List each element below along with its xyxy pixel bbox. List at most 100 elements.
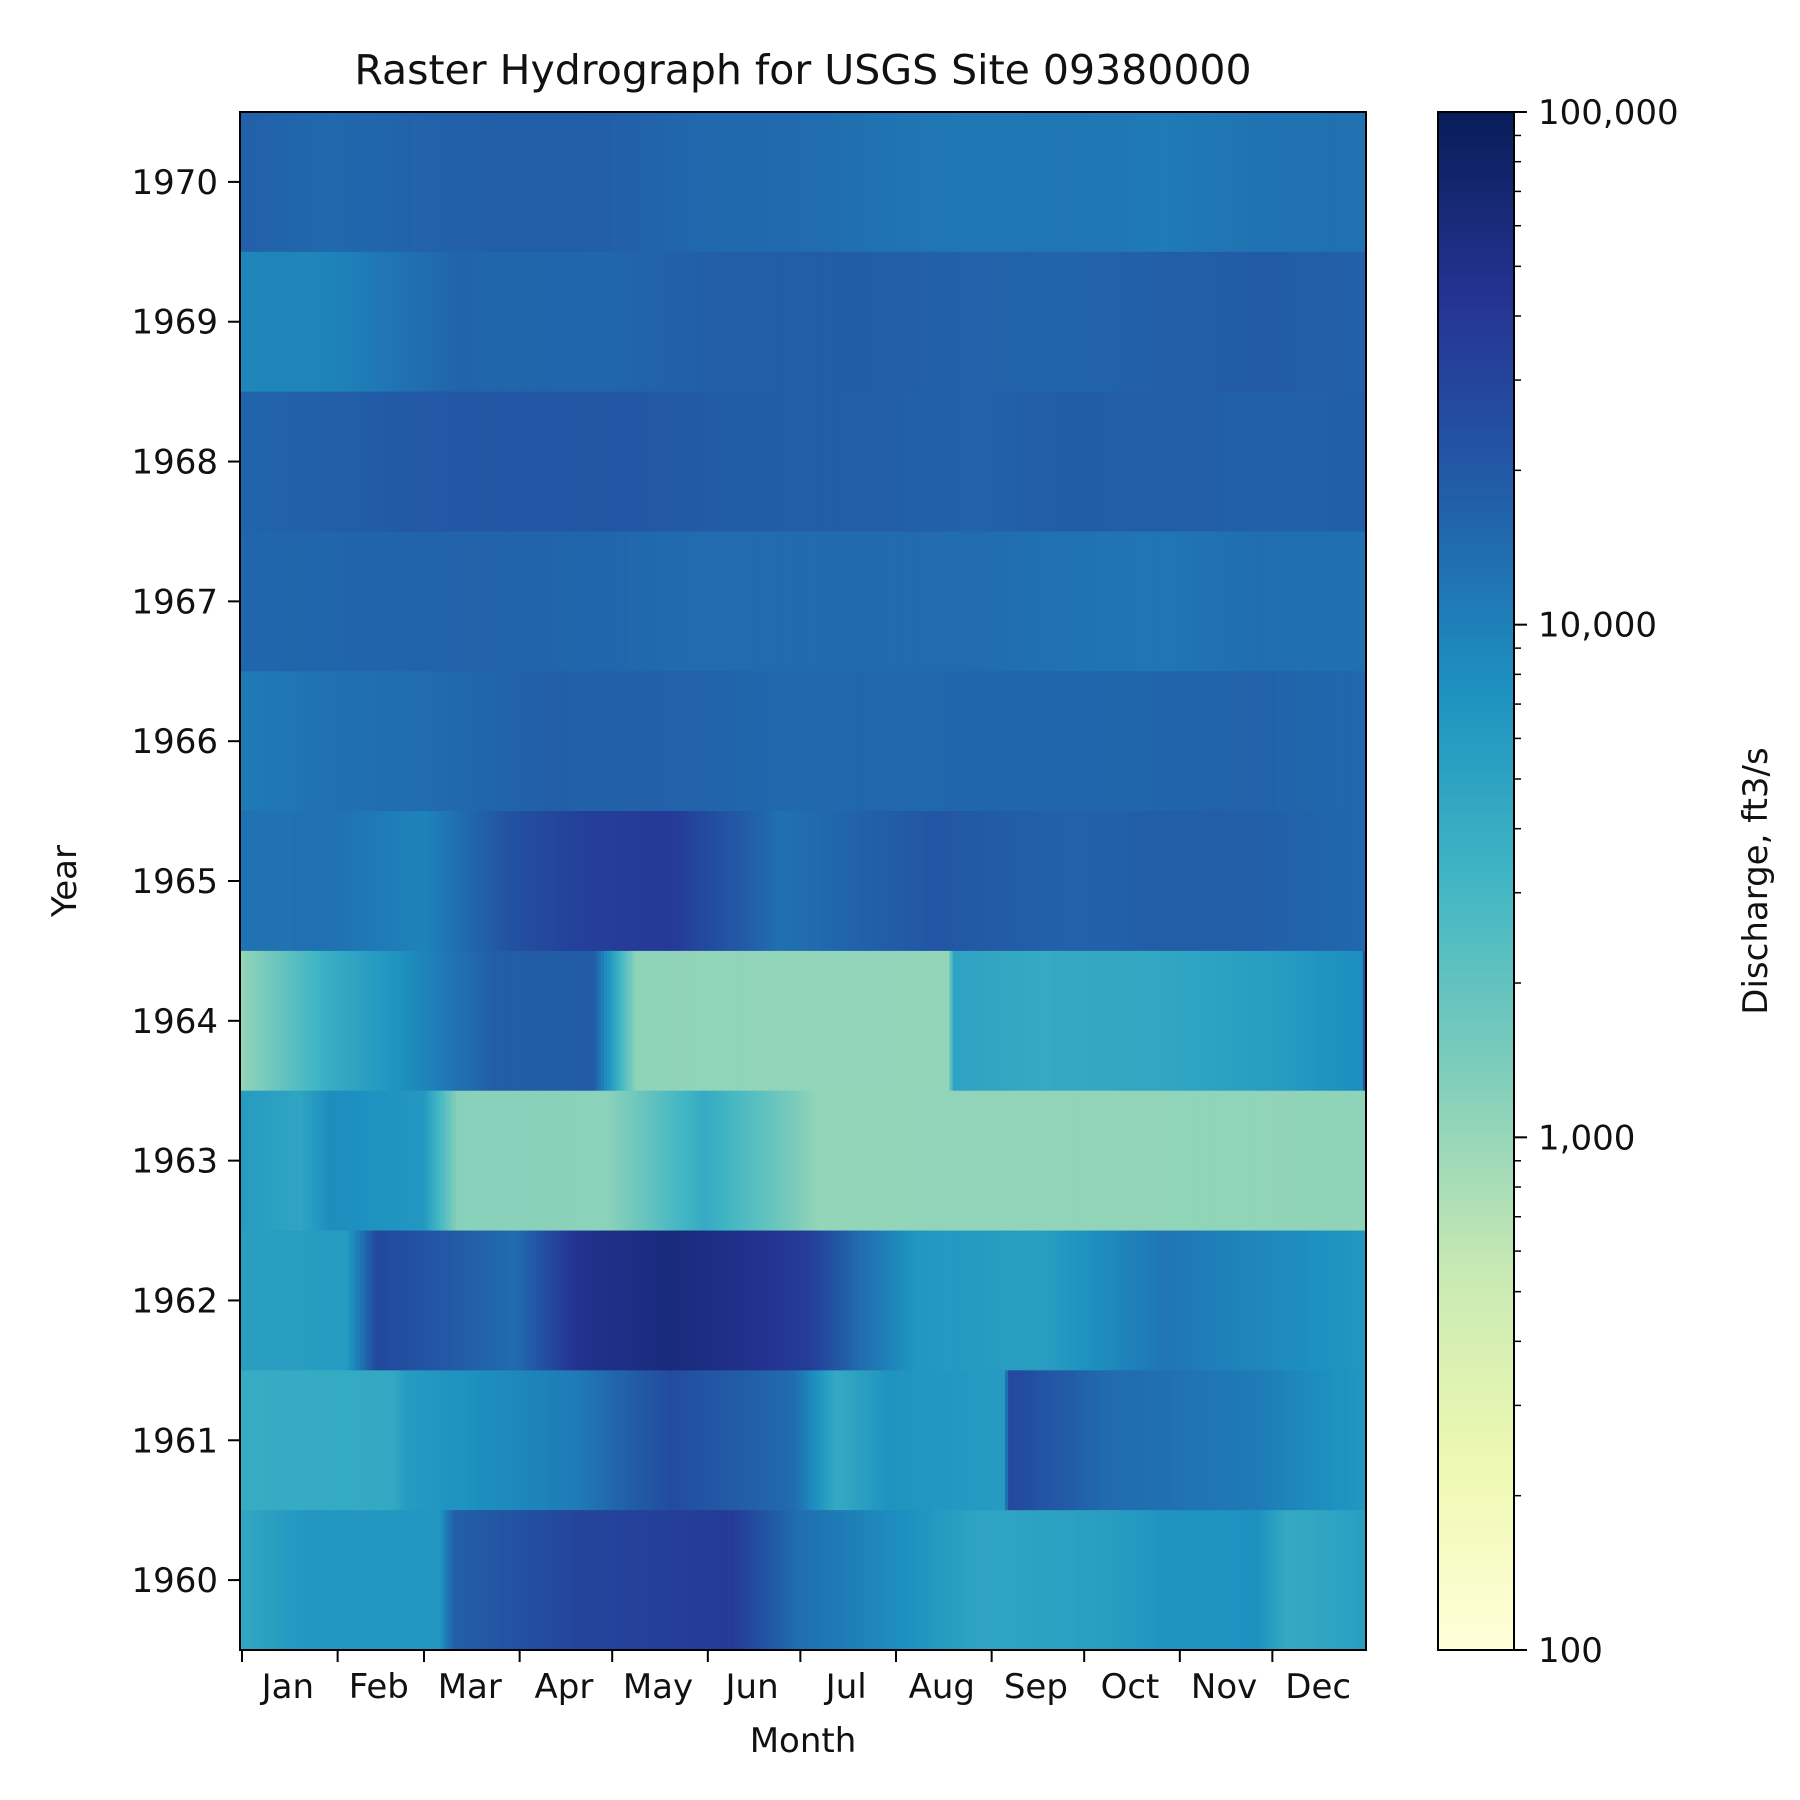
heatmap-cell [1103,1510,1108,1651]
heatmap-cell [1236,112,1241,253]
heatmap-cell [940,531,945,672]
heatmap-cell [773,391,778,533]
heatmap-cell [1128,251,1133,393]
heatmap-cell [375,1510,380,1651]
heatmap-cell [1113,112,1117,253]
heatmap-cell [937,391,941,533]
heatmap-cell [847,1230,852,1371]
heatmap-cell [1328,531,1333,672]
heatmap-cell [631,1370,636,1511]
heatmap-cell [1069,950,1074,1092]
heatmap-cell [637,811,642,952]
heatmap-cell [971,391,975,533]
heatmap-cell [1362,531,1367,672]
heatmap-cell [335,1510,340,1651]
heatmap-cell [622,811,627,952]
heatmap-cell [974,950,978,1092]
heatmap-cell [1217,112,1222,253]
heatmap-cell [1026,950,1031,1092]
heatmap-cell [1227,1230,1231,1371]
heatmap-cell [662,950,667,1092]
heatmap-cell [1159,1370,1164,1511]
heatmap-cell [1039,811,1043,952]
heatmap-cell [1079,1090,1083,1232]
heatmap-cell [1258,1510,1262,1651]
heatmap-cell [443,671,448,812]
heatmap-cell [792,1090,796,1232]
heatmap-cell [1224,1510,1228,1651]
heatmap-cell [246,950,250,1092]
heatmap-cell [1214,1370,1219,1511]
heatmap-cell [422,1090,426,1232]
heatmap-cell [711,1230,716,1371]
heatmap-cell [471,1090,476,1232]
heatmap-cell [807,1370,812,1511]
heatmap-cell [900,1230,904,1371]
heatmap-cell [1325,391,1330,533]
heatmap-cell [560,391,565,533]
heatmap-cell [1035,1370,1040,1511]
heatmap-cell [431,811,436,952]
heatmap-cell [1208,671,1213,812]
heatmap-cell [1116,112,1120,253]
heatmap-cell [267,811,272,952]
heatmap-cell [536,251,540,393]
heatmap-cell [1106,671,1111,812]
heatmap-cell [600,1230,605,1371]
heatmap-cell [1196,811,1201,952]
heatmap-cell [258,1370,263,1511]
heatmap-cell [320,671,324,812]
heatmap-cell [1335,1230,1339,1371]
heatmap-cell [958,1230,963,1371]
heatmap-cell [1020,1090,1025,1232]
heatmap-cell [576,671,581,812]
heatmap-cell [727,1370,732,1511]
heatmap-cell [977,251,982,393]
heatmap-cell [678,1090,682,1232]
heatmap-cell [391,112,395,253]
heatmap-cell [980,1510,985,1651]
heatmap-cell [786,1370,790,1511]
heatmap-cell [1307,950,1312,1092]
heatmap-cell [514,1510,519,1651]
heatmap-cell [1313,950,1318,1092]
heatmap-cell [637,391,642,533]
heatmap-cell [921,112,926,253]
heatmap-cell [492,1510,497,1651]
heatmap-cell [486,112,491,253]
heatmap-cell [829,1230,833,1371]
heatmap-cell [665,1370,670,1511]
heatmap-cell [1109,1510,1114,1651]
heatmap-cell [634,531,639,672]
heatmap-cell [1060,1370,1065,1511]
heatmap-cell [369,950,374,1092]
heatmap-cell [610,1370,614,1511]
heatmap-cell [931,1370,935,1511]
heatmap-cell [986,1370,991,1511]
heatmap-cell [372,1370,377,1511]
heatmap-cell [264,391,269,533]
heatmap-cell [1239,251,1244,393]
heatmap-cell [863,251,867,393]
heatmap-cell [304,811,309,952]
heatmap-cell [798,811,803,952]
heatmap-cell [801,811,806,952]
heatmap-cell [1258,112,1262,253]
heatmap-cell [653,531,658,672]
heatmap-cell [986,1510,991,1651]
heatmap-cell [989,1510,994,1651]
heatmap-cell [554,1510,559,1651]
heatmap-cell [459,531,463,672]
heatmap-cell [1039,950,1043,1092]
heatmap-cell [943,391,948,533]
heatmap-cell [628,950,633,1092]
heatmap-cell [681,1370,685,1511]
heatmap-cell [1119,1090,1123,1232]
heatmap-cell [964,1510,969,1651]
heatmap-cell [1285,950,1290,1092]
heatmap-cell [1116,251,1120,393]
heatmap-cell [418,1510,423,1651]
heatmap-cell [715,1370,719,1511]
heatmap-cell [1316,112,1321,253]
heatmap-cell [819,1230,824,1371]
